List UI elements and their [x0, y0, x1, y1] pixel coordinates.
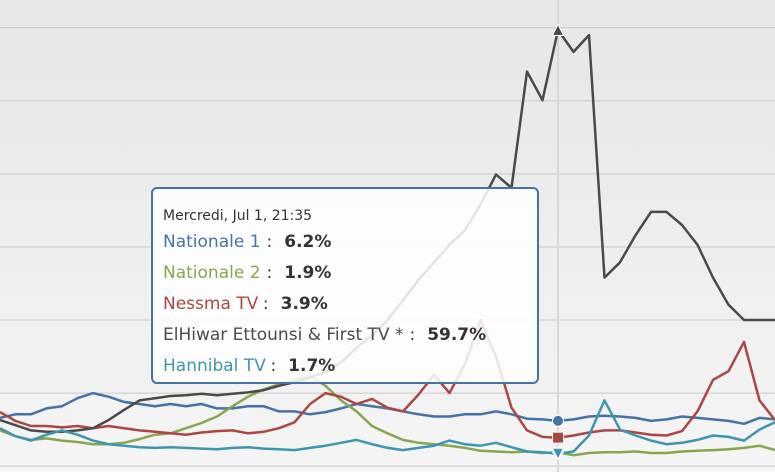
tooltip-separator: : [270, 356, 276, 376]
series-line [0, 399, 775, 455]
series-line [0, 318, 775, 439]
tooltip-value: 59.7% [427, 325, 486, 345]
tooltip-series-name: Nessma TV [163, 294, 259, 314]
hover-marker [551, 447, 565, 461]
tooltip-row: Nationale 1:6.2% [163, 232, 331, 252]
tooltip-value: 6.2% [284, 232, 331, 252]
tooltip-value: 1.7% [288, 356, 335, 376]
tooltip-value: 1.9% [284, 263, 331, 283]
tooltip-box [151, 187, 539, 384]
tooltip-separator: : [263, 294, 269, 314]
tooltip-series-name: ElHiwar Ettounsi & First TV * [163, 325, 403, 345]
hover-marker [552, 414, 564, 427]
tooltip-row: Hannibal TV:1.7% [163, 356, 335, 376]
tooltip-separator: : [409, 325, 415, 345]
tooltip-separator: : [267, 263, 273, 283]
tooltip-title: Mercredi, Jul 1, 21:35 [163, 208, 312, 224]
hover-marker [551, 23, 565, 36]
tooltip-row: Nessma TV:3.9% [163, 294, 328, 314]
tooltip-row: ElHiwar Ettounsi & First TV *:59.7% [163, 325, 486, 345]
tooltip-row: Nationale 2:1.9% [163, 263, 331, 283]
tooltip-series-name: Hannibal TV [163, 356, 266, 376]
tooltip-separator: : [267, 232, 273, 252]
tooltip-value: 3.9% [281, 294, 328, 314]
series-line [0, 374, 775, 457]
tooltip-series-name: Nationale 1 [163, 232, 261, 252]
tooltip-series-name: Nationale 2 [163, 263, 261, 283]
hover-marker [552, 431, 564, 444]
